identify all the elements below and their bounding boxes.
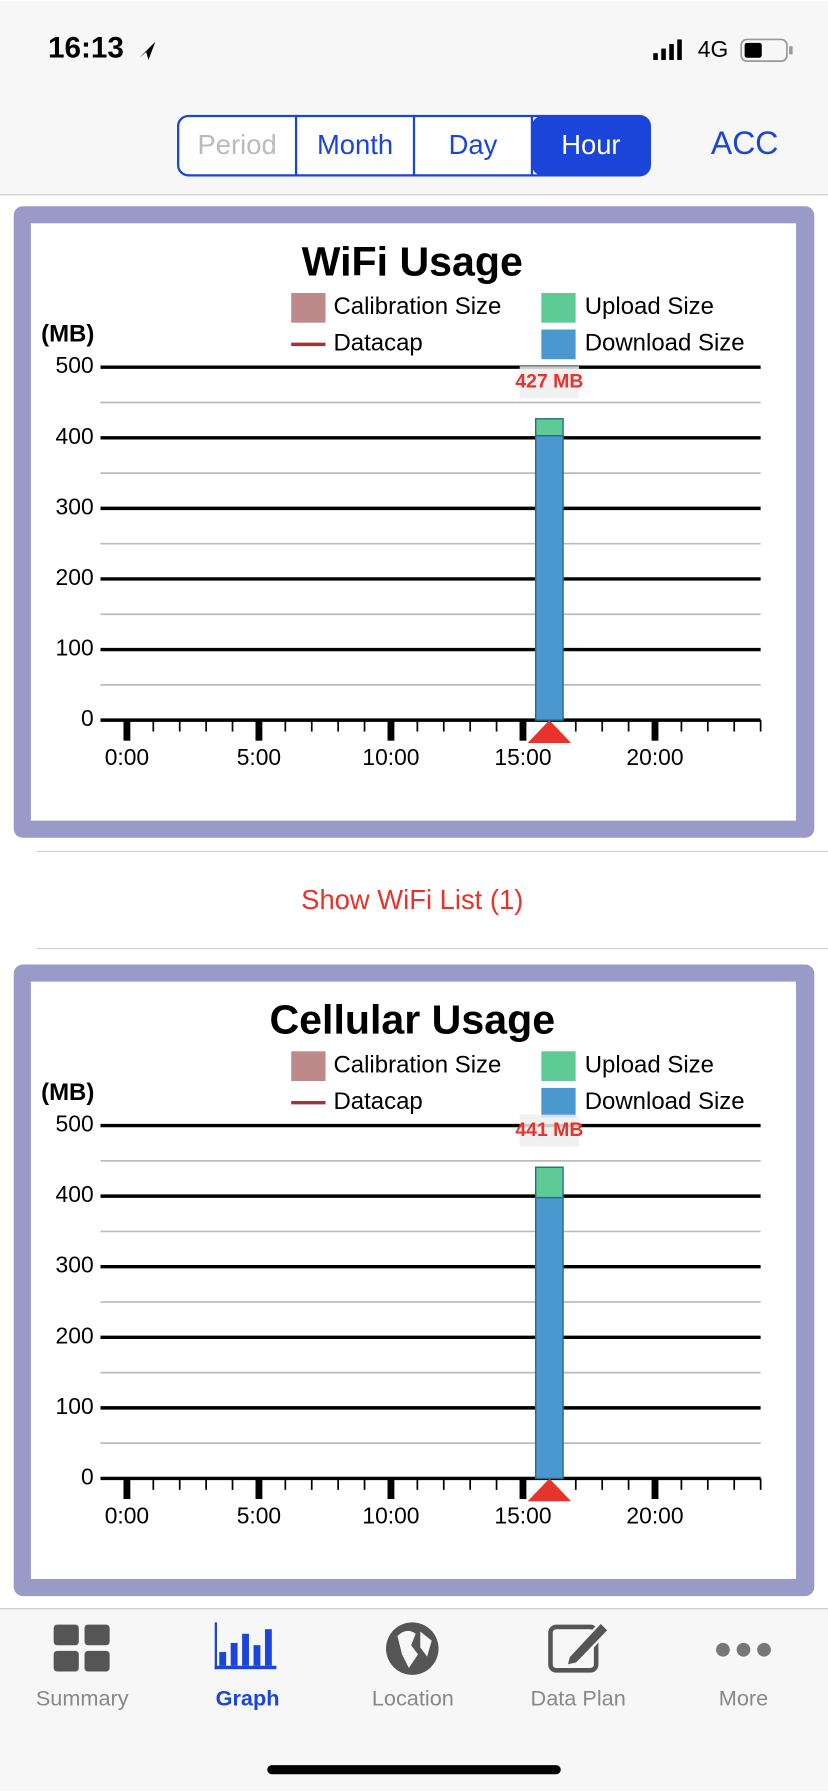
- acc-button[interactable]: ACC: [711, 125, 779, 161]
- y-tick-label: 0: [81, 705, 94, 731]
- x-tick: [123, 720, 131, 741]
- chart-panel: WiFi Usage Calibration Size Datacap Upload …: [13, 206, 815, 838]
- x-tick-label: 15:00: [494, 1502, 551, 1528]
- y-tick-label: 100: [56, 1393, 94, 1419]
- x-tick-label: 20:00: [626, 1502, 683, 1528]
- x-tick-label: 20:00: [626, 744, 683, 770]
- value-label-bg: [519, 1114, 580, 1147]
- segment-label[interactable]: Hour: [561, 129, 620, 160]
- y-tick-label: 500: [56, 352, 94, 378]
- y-tick-label: 300: [56, 1252, 94, 1278]
- tab-label[interactable]: More: [719, 1686, 768, 1711]
- y-tick-label: 200: [56, 1322, 94, 1348]
- y-axis-label: (MB): [41, 321, 94, 348]
- chart-panel: Cellular Usage Calibration Size Datacap Upl…: [13, 964, 815, 1597]
- x-tick: [387, 720, 395, 741]
- y-tick-label: 100: [56, 635, 94, 661]
- legend-label: Datacap: [333, 1088, 422, 1115]
- legend-label: Upload Size: [585, 1051, 714, 1078]
- legend-swatch: [541, 1051, 576, 1082]
- legend-swatch: [291, 292, 326, 323]
- x-tick-label: 10:00: [362, 1502, 419, 1528]
- x-tick: [519, 720, 527, 741]
- home-indicator: [267, 1765, 561, 1775]
- chart-title: WiFi Usage: [302, 238, 523, 284]
- x-tick-label: 15:00: [494, 744, 551, 770]
- legend-label: Calibration Size: [333, 1051, 501, 1078]
- segment-label: Period: [198, 129, 277, 160]
- bar-segment: [534, 1196, 564, 1480]
- signal-bars: [653, 39, 682, 61]
- x-tick: [255, 1478, 263, 1500]
- tab-label[interactable]: Location: [372, 1686, 454, 1711]
- tab-label[interactable]: Summary: [36, 1686, 129, 1711]
- x-tick: [651, 720, 659, 741]
- segment-selected: [531, 115, 650, 176]
- tab-label[interactable]: Graph: [216, 1686, 280, 1711]
- summary-icon: [53, 1624, 110, 1672]
- graph-icon: [214, 1622, 277, 1670]
- wifi-list-button[interactable]: Show WiFi List (1): [301, 884, 523, 915]
- x-tick-label: 0:00: [105, 744, 149, 770]
- legend-swatch: [291, 1051, 326, 1082]
- data-plan-icon: [548, 1620, 611, 1673]
- legend-label: Download Size: [585, 330, 745, 357]
- y-tick-label: 400: [56, 423, 94, 449]
- x-tick: [255, 720, 263, 741]
- value-label: 441 MB: [515, 1119, 583, 1141]
- status-time: 16:13: [48, 32, 124, 65]
- tab-label[interactable]: Data Plan: [531, 1686, 626, 1711]
- y-tick-label: 0: [81, 1463, 94, 1489]
- legend-label: Upload Size: [585, 293, 714, 320]
- legend-swatch: [541, 292, 576, 323]
- bar-segment: [534, 434, 564, 721]
- network-type: 4G: [698, 36, 728, 62]
- chart-title: Cellular Usage: [269, 997, 555, 1043]
- more-icon: [716, 1642, 771, 1657]
- location-arrow: [139, 41, 156, 61]
- x-tick: [123, 1478, 131, 1500]
- battery: [740, 38, 793, 63]
- x-tick: [519, 1478, 527, 1500]
- x-tick-label: 5:00: [237, 744, 281, 770]
- x-tick: [651, 1478, 659, 1500]
- legend-swatch: [541, 1087, 576, 1118]
- tab-labels: Summary Graph Location Data Plan More: [36, 1686, 768, 1711]
- segmented-control: Period Month Day Hour: [177, 114, 651, 177]
- y-axis-label: (MB): [41, 1079, 94, 1106]
- x-tick: [387, 1478, 395, 1500]
- x-tick-label: 10:00: [362, 744, 419, 770]
- current-hour-marker: [527, 1478, 572, 1502]
- x-tick-label: 5:00: [237, 1502, 281, 1528]
- y-tick-label: 200: [56, 564, 94, 590]
- y-tick-label: 400: [56, 1181, 94, 1207]
- value-label: 427 MB: [515, 370, 583, 392]
- legend-swatch: [541, 329, 576, 360]
- bar-segment: [534, 418, 564, 437]
- location-icon: [386, 1622, 439, 1675]
- current-hour-marker: [527, 720, 572, 743]
- segment-label[interactable]: Day: [449, 129, 498, 160]
- segment-label[interactable]: Month: [317, 129, 393, 160]
- legend-label: Calibration Size: [333, 293, 501, 320]
- bar-segment: [534, 1166, 564, 1199]
- legend-label: Download Size: [585, 1088, 745, 1115]
- y-tick-label: 500: [56, 1111, 94, 1137]
- x-tick-label: 0:00: [105, 1502, 149, 1528]
- y-tick-label: 300: [56, 493, 94, 519]
- value-label-bg: [519, 366, 580, 399]
- legend-label: Datacap: [333, 330, 422, 357]
